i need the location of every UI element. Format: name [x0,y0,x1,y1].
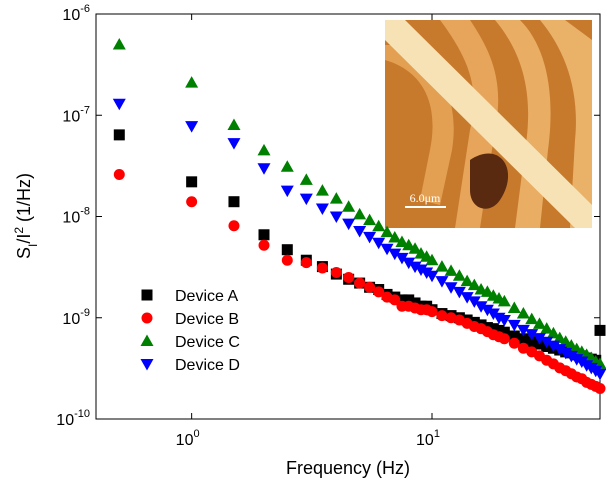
tick-exponent: -9 [80,307,90,319]
legend-label: Device A [175,288,238,305]
data-point [113,38,126,50]
data-point [595,325,606,336]
data-point [353,208,366,220]
data-point [316,184,329,196]
data-point [343,272,354,283]
tick-base: 10 [176,432,194,449]
legend-marker [142,313,153,324]
tick-base: 10 [56,412,74,429]
tick-base: 10 [62,210,80,227]
y-axis-label: SI/I2 (1/Hz) [12,173,40,259]
legend-label: Device B [175,311,239,328]
tick-label: 10-9 [62,307,90,328]
data-point [281,186,294,198]
tick-label: 10-8 [62,206,90,227]
data-point [363,232,376,244]
tick-exponent: -7 [80,104,90,116]
tick-base: 10 [416,432,434,449]
tick-exponent: 1 [434,428,440,440]
data-point [300,173,313,185]
inset-image: 6.0μm [385,20,592,228]
tick-label: 10-10 [56,408,90,429]
tick-exponent: -8 [80,206,90,218]
data-point [186,196,197,207]
data-point [508,301,521,313]
tick-label: 101 [416,428,440,449]
legend-marker [142,290,153,301]
data-point [186,176,197,187]
data-point [185,76,198,88]
data-point [113,99,126,111]
data-point [114,129,125,140]
legend-marker [141,359,154,371]
data-point [300,194,313,206]
data-point [363,214,376,226]
data-point [316,203,329,215]
data-point [282,244,293,255]
legend-marker [141,335,154,347]
legend-label: Device D [175,357,240,374]
data-point [342,200,355,212]
data-point [372,220,385,232]
tick-exponent: -6 [80,3,90,15]
data-point [317,262,328,273]
tick-base: 10 [62,7,80,24]
tick-label: 10-7 [62,104,90,125]
y-label-part: S [14,247,34,259]
data-point [228,196,239,207]
data-point [281,160,294,172]
data-point [436,310,447,321]
data-point [301,257,312,268]
scale-label: 6.0μm [410,191,441,205]
data-point [427,306,438,317]
data-point [331,267,342,278]
y-label-part: /I [14,234,34,244]
tick-label: 10-6 [62,3,90,24]
tick-base: 10 [62,108,80,125]
data-point [435,276,448,288]
legend-label: Device C [175,334,240,351]
y-label-part: (1/Hz) [14,173,34,227]
tick-label: 100 [176,428,200,449]
data-point [258,144,271,156]
data-point [259,229,270,240]
data-point [499,333,510,344]
data-point [330,192,343,204]
chart: 6.0μm Frequency (Hz) 10-1010-910-810-710… [0,0,606,485]
data-point [595,383,606,394]
data-point [228,220,239,231]
x-axis-label: Frequency (Hz) [286,458,410,478]
tick-base: 10 [62,311,80,328]
tick-exponent: 0 [193,428,199,440]
data-point [354,278,365,289]
data-point [282,255,293,266]
data-point [259,240,270,251]
data-point [258,163,271,175]
data-point [114,169,125,180]
data-point [353,226,366,238]
data-point [330,212,343,224]
data-point [342,219,355,231]
data-point [227,138,240,150]
data-point [435,260,448,272]
tick-exponent: -10 [74,408,90,420]
data-point [227,119,240,130]
data-point [185,121,198,132]
